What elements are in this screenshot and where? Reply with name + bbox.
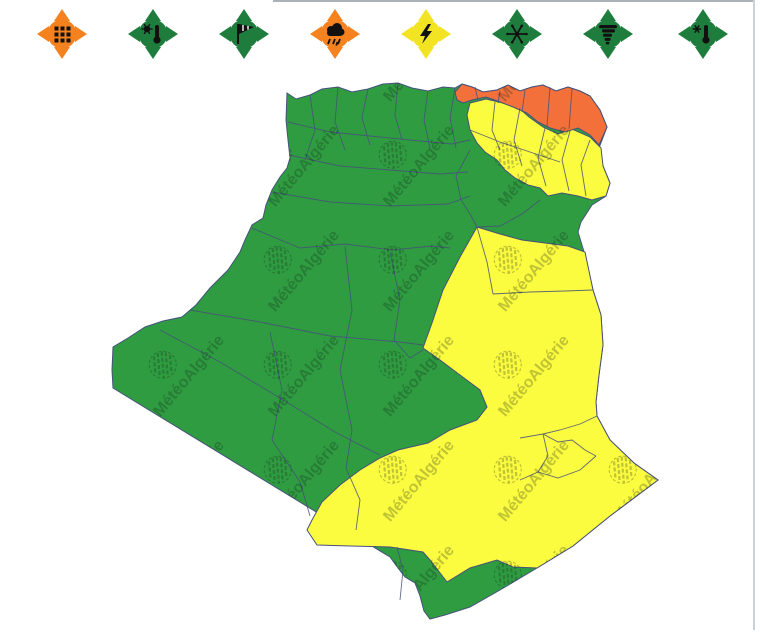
sand-dust-icon <box>37 9 87 59</box>
thunderstorm-glyph <box>420 24 432 44</box>
meteo-algerie-logo-icon <box>493 140 522 169</box>
alert-icon-wind[interactable] <box>218 8 270 60</box>
tornado-icon <box>583 9 633 59</box>
meteo-algerie-logo-icon <box>608 140 637 169</box>
watermark: MétéoAlgérie <box>148 542 228 630</box>
meteo-algerie-logo-icon <box>608 350 637 379</box>
meteo-algerie-logo-icon <box>33 245 62 274</box>
region-east-southeast[interactable] <box>306 226 659 583</box>
heat-wave-icon <box>128 9 178 59</box>
watermark-text: MétéoAlgérie <box>35 227 113 315</box>
watermark: MétéoAlgérie <box>33 122 113 210</box>
meteo-algerie-logo-icon <box>33 140 62 169</box>
alert-icon-bar <box>0 0 768 68</box>
alert-icon-snow[interactable] <box>491 8 543 60</box>
snow-icon <box>492 9 542 59</box>
rain-glyph <box>327 23 345 46</box>
rain-icon <box>310 9 360 59</box>
meteo-algerie-logo-icon <box>33 350 62 379</box>
alert-icon-sand-dust[interactable] <box>36 8 88 60</box>
alert-icon-tornado[interactable] <box>582 8 634 60</box>
tornado-glyph <box>599 25 617 45</box>
watermark-text: MétéoAlgérie <box>610 332 688 420</box>
thunderstorm-icon <box>401 9 451 59</box>
meteo-algerie-logo-icon <box>378 140 407 169</box>
sand-dust-glyph <box>54 26 71 43</box>
watermark-text: MétéoAlgérie <box>35 122 113 210</box>
watermark-text: MétéoAlgérie <box>150 542 228 630</box>
watermark-text: MétéoAlgérie <box>150 437 228 525</box>
meteo-algerie-logo-icon <box>608 245 637 274</box>
meteo-algerie-logo-icon <box>263 245 292 274</box>
meteo-algerie-logo-icon <box>33 455 62 484</box>
watermark: MétéoAlgérie <box>608 227 688 315</box>
watermark-text: MétéoAlgérie <box>35 332 113 420</box>
wilaya-borders <box>159 82 598 601</box>
region-northeast-inland[interactable] <box>466 98 611 201</box>
cold-wave-icon <box>678 9 728 59</box>
meteo-algerie-logo-icon <box>148 455 177 484</box>
watermark-text: MétéoAlgérie <box>610 227 688 315</box>
watermark-text: MétéoAlgérie <box>610 122 688 210</box>
watermark: MétéoAlgérie <box>33 542 113 630</box>
alert-icon-cold-wave[interactable] <box>677 8 729 60</box>
watermark-text: MétéoAlgérie <box>265 542 343 630</box>
region-northeast-coast[interactable] <box>454 83 608 146</box>
watermark-text: MétéoAlgérie <box>35 542 113 630</box>
alert-icon-rain[interactable] <box>309 8 361 60</box>
watermark: MétéoAlgérie <box>33 437 113 525</box>
watermark: MétéoAlgérie <box>33 332 113 420</box>
alert-icon-thunderstorm[interactable] <box>400 8 452 60</box>
watermark: MétéoAlgérie <box>608 542 688 630</box>
meteo-algerie-logo-icon <box>148 560 177 589</box>
watermark-text: MétéoAlgérie <box>35 437 113 525</box>
snow-glyph <box>506 24 528 44</box>
meteo-algerie-logo-icon <box>148 140 177 169</box>
alert-icon-heat-wave[interactable] <box>127 8 179 60</box>
watermark: MétéoAlgérie <box>148 122 228 210</box>
meteo-algerie-logo-icon <box>608 560 637 589</box>
frame-top-border <box>273 0 754 2</box>
watermark-text: MétéoAlgérie <box>610 542 688 630</box>
meteo-algerie-logo-icon <box>148 350 177 379</box>
heat-wave-glyph <box>141 23 161 44</box>
watermark: MétéoAlgérie <box>33 227 113 315</box>
wind-glyph <box>237 24 254 44</box>
meteo-algerie-logo-icon <box>33 560 62 589</box>
wind-icon <box>219 9 269 59</box>
meteo-algerie-logo-icon <box>148 245 177 274</box>
watermark-text: MétéoAlgérie <box>150 122 228 210</box>
cold-wave-glyph <box>692 24 710 44</box>
meteo-algerie-logo-icon <box>263 560 292 589</box>
frame-right-border <box>753 0 755 630</box>
